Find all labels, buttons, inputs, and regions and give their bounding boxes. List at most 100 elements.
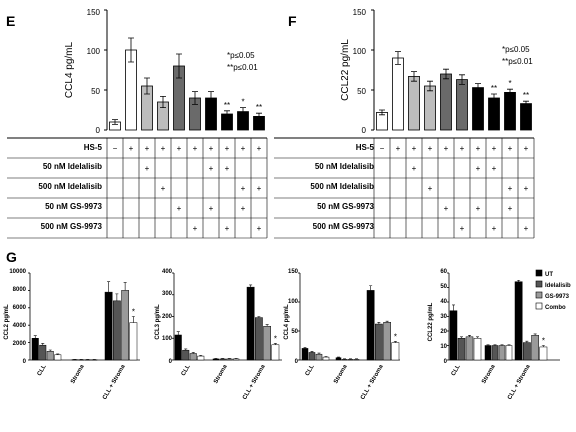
error-bar-g3 bbox=[355, 358, 358, 360]
category-label-g3: CLL bbox=[305, 364, 316, 377]
category-label-g1: CLL + Stroma bbox=[102, 363, 127, 400]
bar-g1 bbox=[129, 322, 138, 361]
condition-mark-f: + bbox=[476, 144, 481, 153]
error-bar-e bbox=[192, 91, 198, 105]
error-bar-g3 bbox=[310, 351, 314, 353]
error-bar-e bbox=[144, 77, 150, 95]
bar-g4 bbox=[491, 345, 499, 361]
bar-g2 bbox=[219, 358, 226, 361]
error-bar-g3 bbox=[369, 285, 373, 291]
error-bar-g3 bbox=[303, 346, 307, 349]
legend-label: GS-9973 bbox=[545, 294, 570, 300]
error-bar-f bbox=[379, 109, 385, 116]
significance-mark-g3: * bbox=[394, 332, 397, 341]
bar-f bbox=[424, 85, 436, 131]
significance-note-f-2: **p≤0.01 bbox=[502, 57, 533, 66]
bar-g4 bbox=[498, 345, 506, 361]
error-bar-g2 bbox=[184, 348, 188, 351]
error-bar-e bbox=[160, 96, 166, 108]
bar-g4 bbox=[514, 281, 523, 361]
condition-mark-f: + bbox=[492, 224, 497, 233]
legend-swatch bbox=[535, 302, 543, 310]
error-bar-g4 bbox=[525, 340, 529, 343]
bar-g1 bbox=[54, 354, 62, 361]
category-label-g4: CLL bbox=[451, 364, 462, 377]
error-bar-f bbox=[443, 68, 449, 80]
condition-mark-e: + bbox=[193, 144, 198, 153]
bar-g3 bbox=[375, 323, 383, 361]
category-label-g4: CLL + Stroma bbox=[507, 363, 532, 400]
error-bar-e bbox=[208, 91, 214, 105]
error-bar-g4 bbox=[517, 279, 521, 282]
y-tick-label-g2: 200 bbox=[162, 314, 173, 320]
bar-g2 bbox=[182, 349, 190, 361]
error-bar-g3 bbox=[317, 352, 321, 355]
row-label-f: 50 nM Idelalisib bbox=[315, 162, 374, 171]
bar-g3 bbox=[335, 357, 342, 361]
bar-f bbox=[520, 103, 532, 131]
bar-g1 bbox=[113, 300, 121, 361]
panel-letter-g: G bbox=[6, 249, 17, 265]
condition-mark-e: + bbox=[257, 224, 262, 233]
y-tick-label-g1: 4000 bbox=[13, 323, 27, 329]
significance-note-e-2: **p≤0.01 bbox=[227, 63, 258, 72]
y-tick-label-f: 50 bbox=[357, 87, 366, 96]
significance-note-e-1: *p≤0.05 bbox=[227, 51, 255, 60]
significance-mark-g1: * bbox=[132, 308, 135, 317]
category-label-g1: CLL bbox=[37, 364, 48, 377]
condition-mark-e: + bbox=[209, 144, 214, 153]
category-label-g4: Stroma bbox=[481, 363, 497, 384]
y-tick-label-f: 100 bbox=[353, 47, 367, 56]
condition-mark-e: + bbox=[177, 144, 182, 153]
bar-f bbox=[456, 79, 468, 131]
significance-mark-e: ** bbox=[256, 103, 262, 112]
bar-f bbox=[392, 57, 404, 131]
category-label-g2: Stroma bbox=[213, 363, 229, 384]
error-bar-g1 bbox=[56, 353, 60, 355]
error-bar-g1 bbox=[48, 349, 52, 352]
condition-mark-e: + bbox=[177, 204, 182, 213]
condition-mark-e: + bbox=[161, 184, 166, 193]
error-bar-g3 bbox=[385, 320, 389, 323]
condition-mark-f: + bbox=[508, 184, 513, 193]
legend-label: Combo bbox=[545, 305, 566, 311]
bar-f bbox=[488, 97, 500, 131]
condition-mark-f: + bbox=[396, 144, 401, 153]
error-bar-g4 bbox=[468, 335, 471, 337]
y-ticks-e: 0 50 100 150 bbox=[87, 8, 101, 135]
error-bar-e bbox=[224, 110, 230, 118]
plots-g: * * * * bbox=[28, 272, 560, 361]
bar-g3 bbox=[383, 322, 391, 361]
error-bar-g2 bbox=[176, 331, 180, 335]
y-tick-label-g1: 10000 bbox=[9, 269, 26, 275]
error-bar-g2 bbox=[257, 316, 261, 318]
bar-g3 bbox=[366, 290, 375, 361]
error-bar-g4 bbox=[486, 344, 490, 346]
y-tick-label-e: 150 bbox=[87, 8, 101, 17]
legend-g4: UT Idelalisib GS-9973 Combo bbox=[535, 269, 571, 311]
y-axis-title-g1: CCL2 pg/mL bbox=[4, 304, 10, 340]
significance-note-f-1: *p≤0.05 bbox=[502, 45, 530, 54]
condition-mark-f: + bbox=[508, 144, 513, 153]
y-tick-label-g4: 60 bbox=[440, 269, 447, 275]
condition-mark-f: + bbox=[428, 144, 433, 153]
bar-g3 bbox=[301, 348, 309, 361]
condition-mark-f: + bbox=[524, 144, 529, 153]
condition-mark-e: + bbox=[225, 224, 230, 233]
condition-mark-e: + bbox=[257, 144, 262, 153]
bar-g4 bbox=[473, 338, 482, 361]
y-axis-title-f: CCL22 pg/mL bbox=[340, 39, 351, 101]
error-bar-g3 bbox=[393, 341, 397, 343]
category-label-g3: CLL + Stroma bbox=[360, 363, 385, 400]
y-tick-label-g4: 10 bbox=[440, 344, 447, 350]
y-tick-label-g3: 100 bbox=[288, 299, 299, 305]
error-bar-g4 bbox=[507, 344, 511, 346]
row-label-e: 500 nM GS-9973 bbox=[41, 222, 103, 231]
legend-label: Idelalisib bbox=[545, 283, 571, 289]
bar-g1 bbox=[104, 291, 113, 361]
category-label-g2: CLL bbox=[181, 364, 192, 377]
error-bar-f bbox=[411, 71, 417, 82]
error-bar-f bbox=[459, 74, 465, 85]
error-bar-e bbox=[256, 112, 262, 120]
bar-g2 bbox=[255, 317, 263, 361]
